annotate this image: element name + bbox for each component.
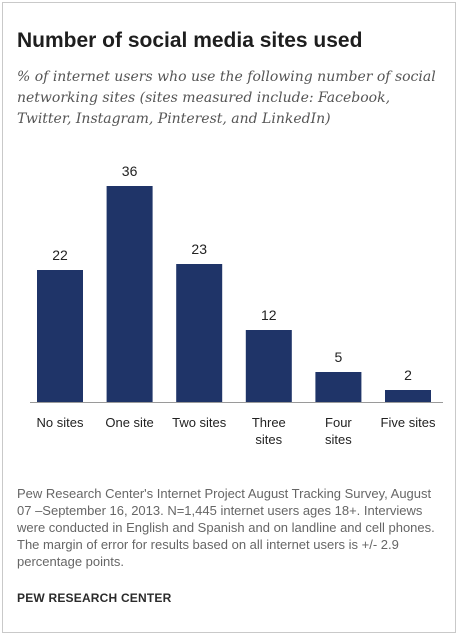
bar-four-sites	[315, 372, 362, 402]
category-label-two-sites: Two sites	[172, 415, 227, 430]
value-label-four-sites: 5	[335, 349, 343, 365]
chart-subtitle: % of internet users who use the followin…	[17, 69, 436, 127]
bar-no-sites	[37, 270, 83, 402]
bar-five-sites	[385, 390, 431, 402]
category-label-four-sites: Four sites	[325, 415, 352, 447]
category-label-no-sites: No sites	[37, 415, 84, 430]
chart-frame: Number of social media sites used % of i…	[2, 2, 456, 633]
value-label-three-sites: 12	[261, 307, 277, 323]
value-label-five-sites: 2	[404, 367, 412, 383]
methodology-note: Pew Research Center's Internet Project A…	[17, 486, 435, 569]
source-credit: PEW RESEARCH CENTER	[17, 591, 172, 605]
value-label-one-site: 36	[122, 163, 138, 179]
category-label-one-site: One site	[105, 415, 153, 430]
value-label-group: 22 36 23 12 5 2	[52, 163, 412, 383]
value-label-no-sites: 22	[52, 247, 68, 263]
category-label-three-sites: Three sites	[252, 415, 286, 447]
category-label-group: No sites One site Two sites Three sites Four s…	[37, 415, 436, 447]
chart-title: Number of social media sites used	[17, 29, 363, 52]
bar-one-site	[106, 186, 153, 402]
category-label-five-sites: Five sites	[381, 415, 436, 430]
bar-group	[37, 186, 431, 402]
bar-two-sites	[176, 264, 223, 402]
value-label-two-sites: 23	[191, 241, 207, 257]
bar-three-sites	[245, 330, 292, 402]
